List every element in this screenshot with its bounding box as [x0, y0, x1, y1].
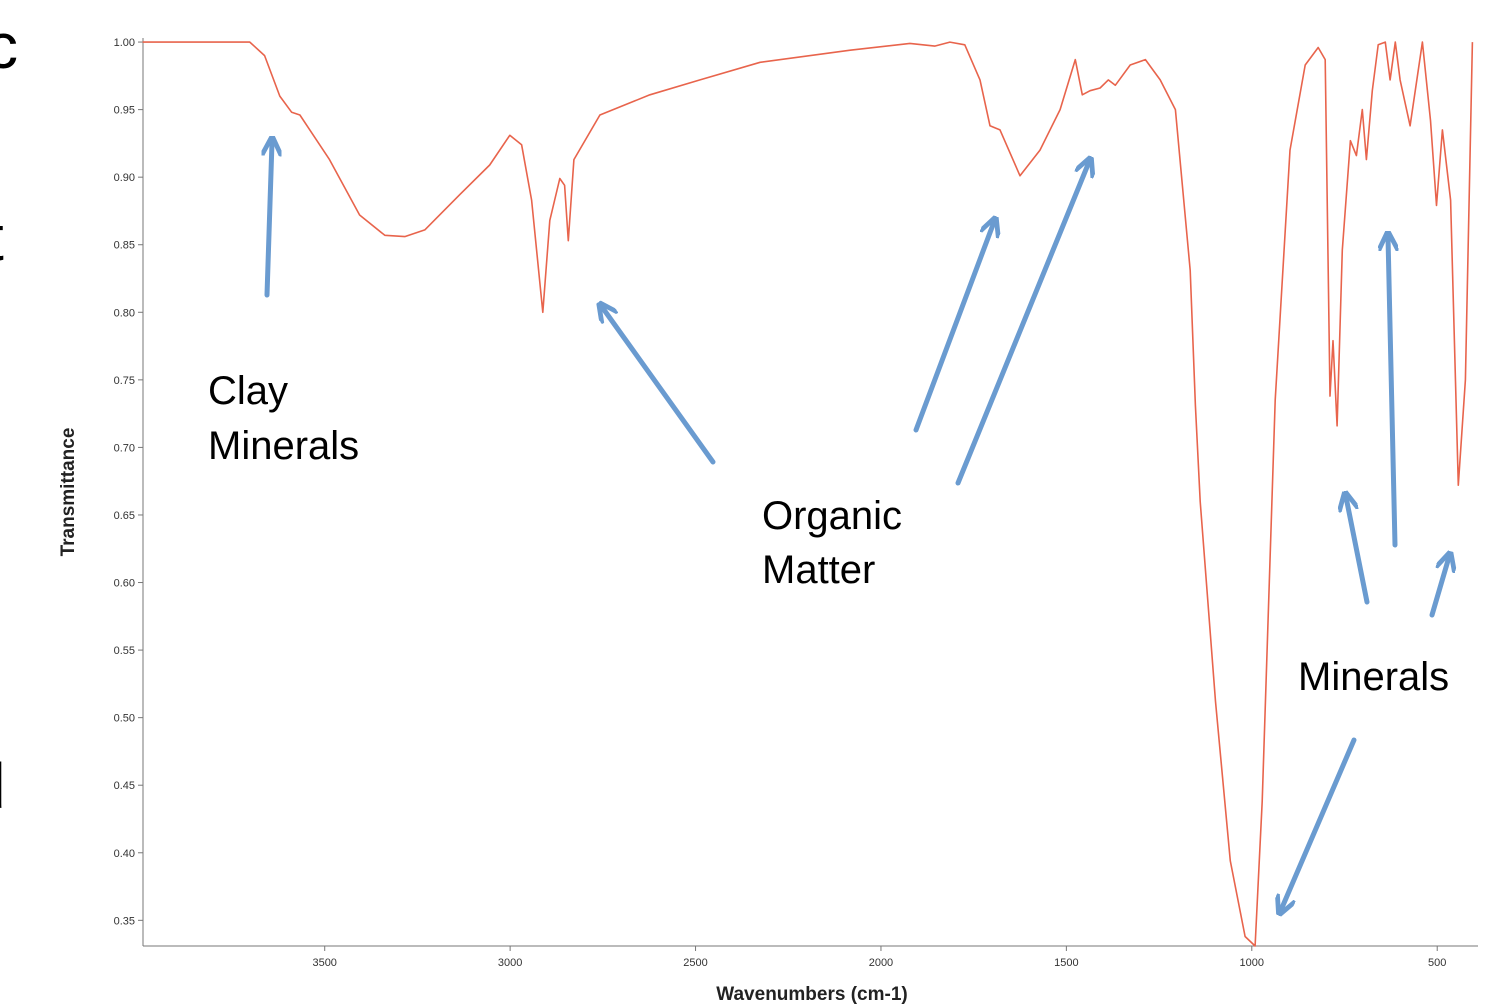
y-axis-title: Transmittance [58, 428, 79, 557]
x-tick-label: 2500 [683, 957, 707, 969]
x-axis-title: Wavenumbers (cm-1) [716, 984, 907, 1005]
plot-area: 1.00 0.95 0.90 0.85 0.80 0.75 0.70 0.65 0.60 0.55… [114, 37, 1478, 969]
annotation: Clay [208, 369, 288, 413]
y-tick-label: 0.65 [114, 510, 135, 522]
y-tick-label: 0.35 [114, 915, 135, 927]
arrow [955, 162, 1089, 486]
y-tick-label: 0.75 [114, 375, 135, 387]
clipped-text: c [0, 10, 18, 82]
annotation: Organic [762, 494, 902, 538]
spectrum-line [142, 41, 1474, 947]
arrow [1388, 237, 1395, 548]
arrow [1346, 497, 1370, 605]
y-tick-label: 0.55 [114, 645, 135, 657]
x-tick-label: 3500 [312, 957, 336, 969]
clipped-text: d [0, 750, 6, 822]
arrow [1281, 737, 1357, 910]
x-tick-label: 2000 [869, 957, 893, 969]
x-tick-label: 500 [1428, 957, 1446, 969]
arrow [1429, 557, 1449, 618]
annotation: Matter [762, 548, 875, 592]
clipped-text: t [0, 202, 4, 274]
annotation: Minerals [208, 424, 359, 468]
y-tick-label: 0.40 [114, 848, 135, 860]
y-tick-label: 0.90 [114, 172, 135, 184]
annotations: Clay Minerals Organic Matter Minerals [208, 369, 1449, 699]
x-tick-label: 3000 [498, 957, 522, 969]
arrow [913, 222, 994, 433]
y-tick-label: 0.95 [114, 105, 135, 117]
arrow [267, 142, 272, 298]
x-tick-label: 1500 [1054, 957, 1078, 969]
x-tick-label: 1000 [1240, 957, 1264, 969]
arrows [267, 142, 1449, 910]
y-tick-label: 0.50 [114, 713, 135, 725]
y-tick-label: 0.45 [114, 780, 135, 792]
y-tick-label: 0.70 [114, 442, 135, 454]
annotation: Minerals [1298, 655, 1449, 699]
arrow [602, 307, 716, 465]
y-tick-label: 0.60 [114, 578, 135, 590]
y-tick-label: 0.85 [114, 240, 135, 252]
y-tick-label: 0.80 [114, 307, 135, 319]
y-tick-label: 1.00 [114, 37, 135, 49]
